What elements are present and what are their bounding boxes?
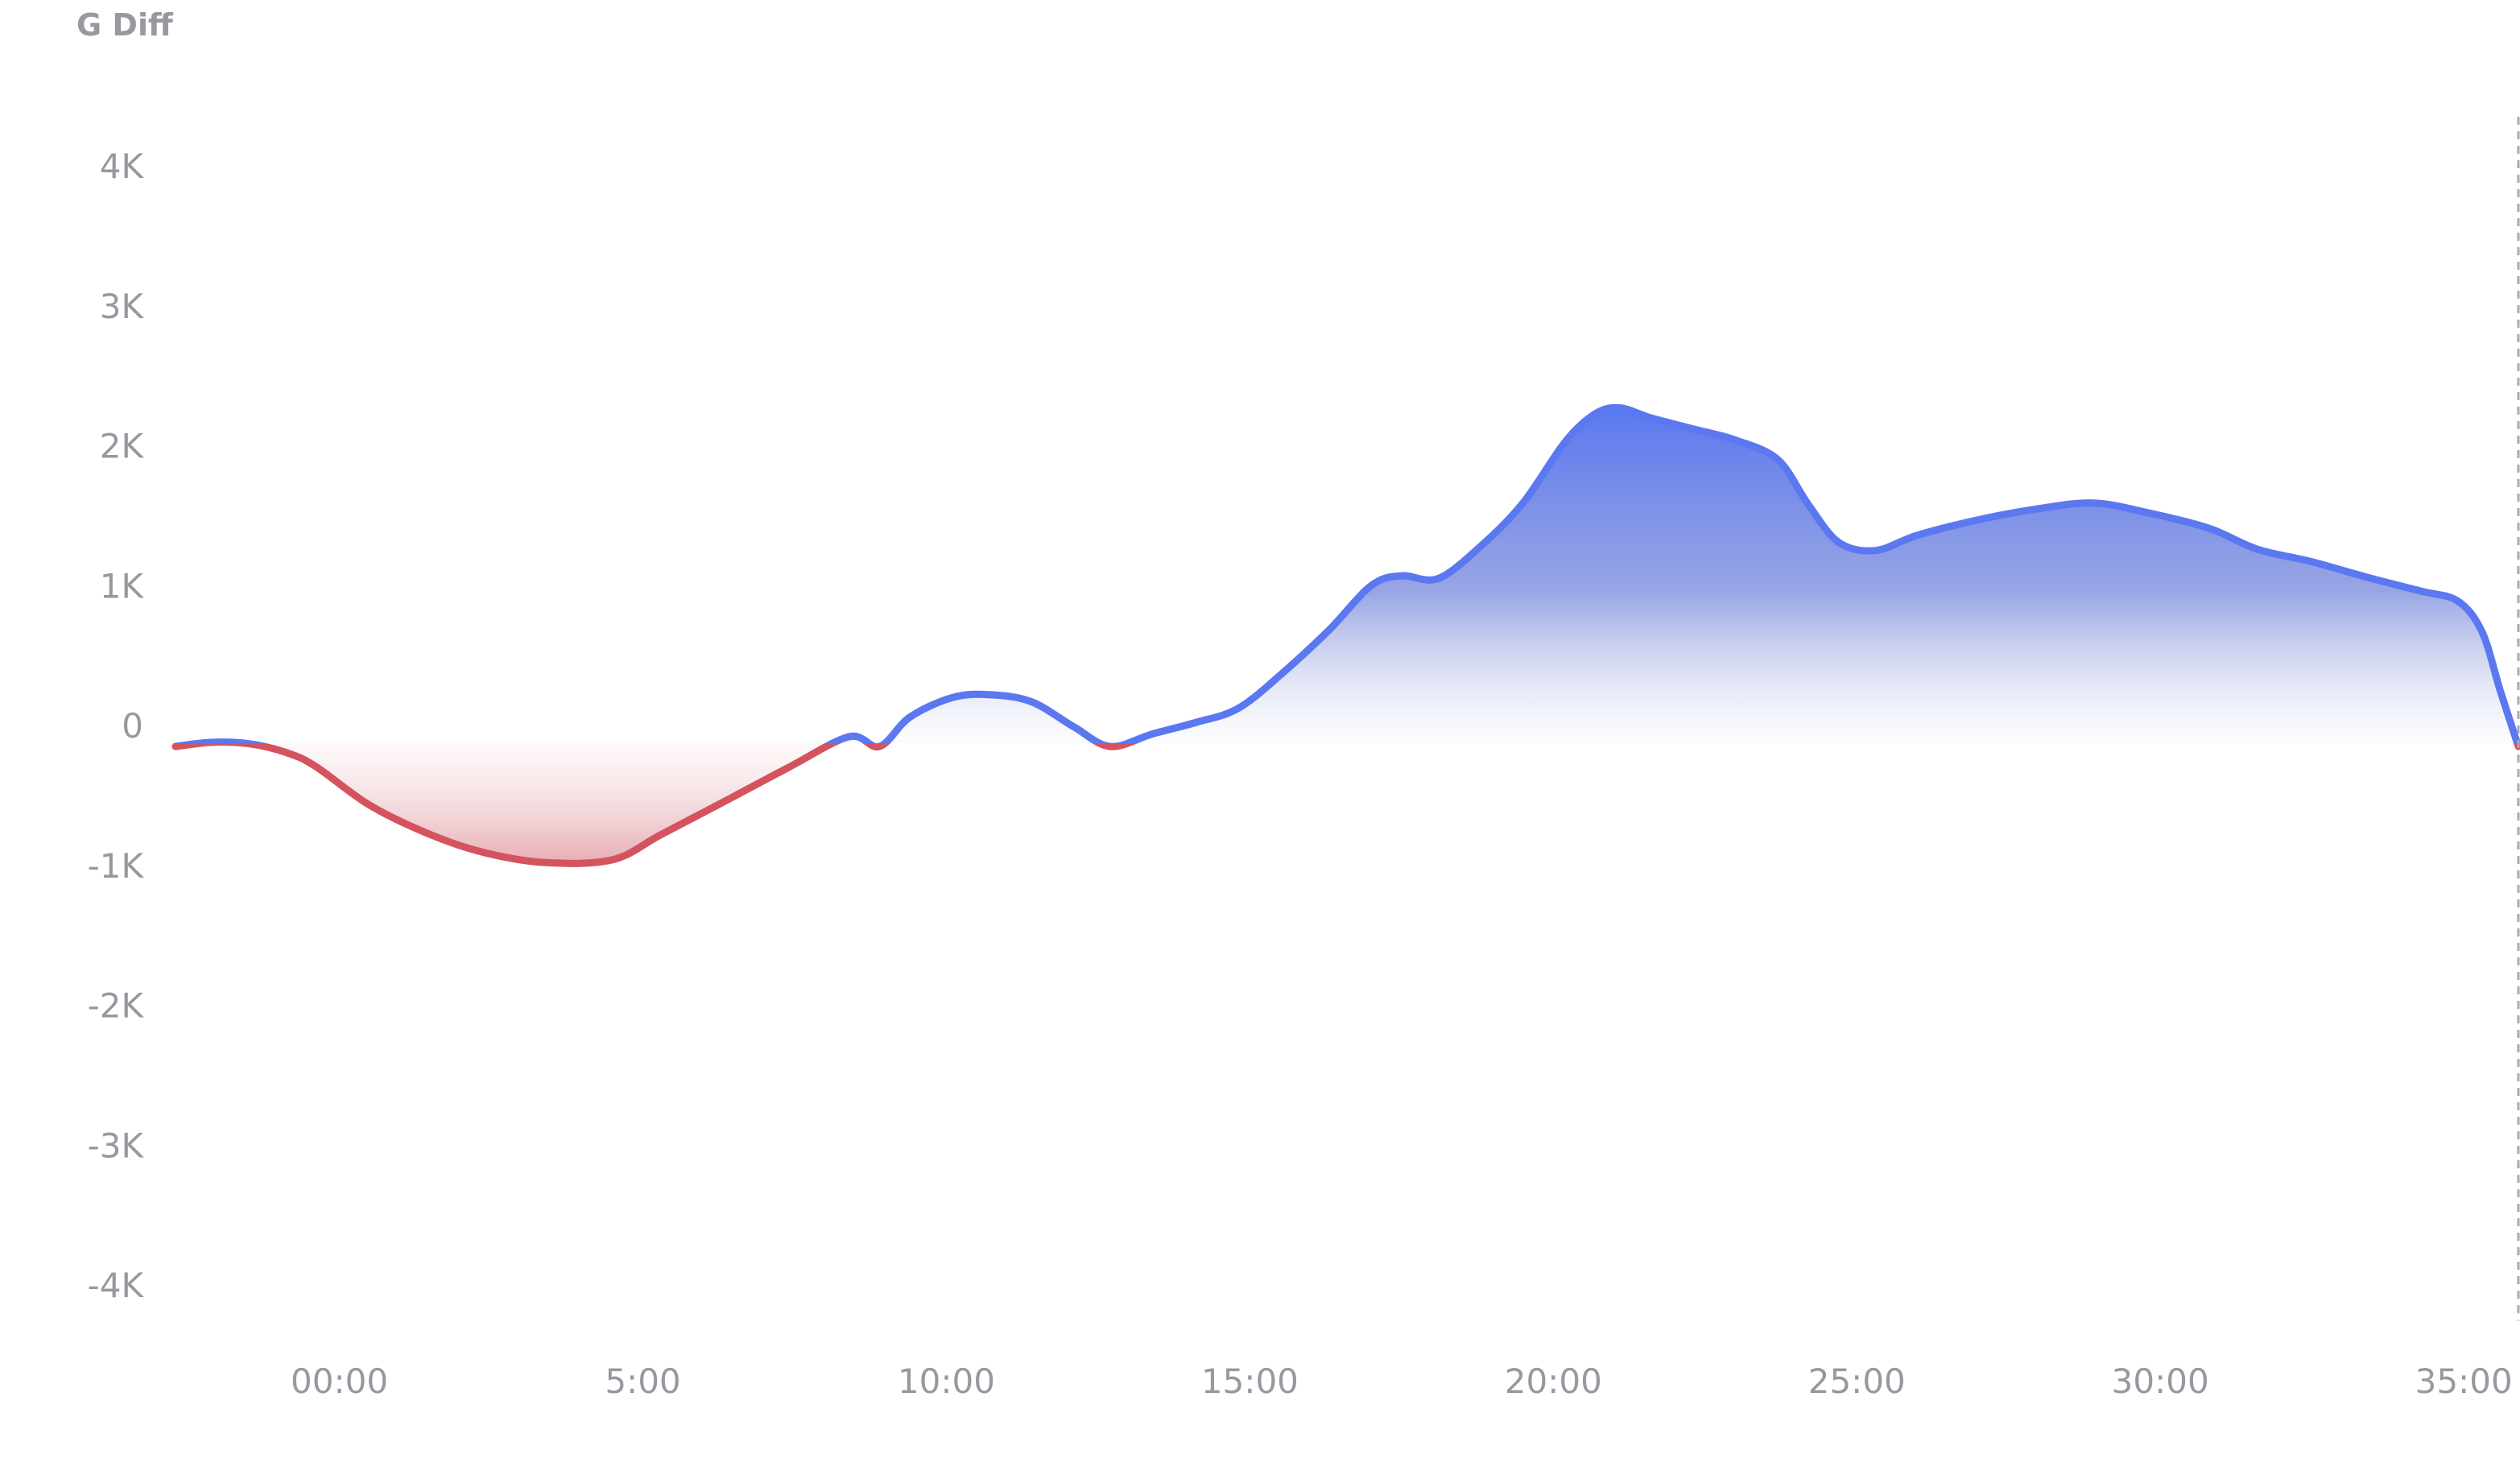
chart-title: G Diff: [76, 7, 174, 43]
x-tick-label: 15:00: [1201, 1362, 1299, 1401]
x-tick-label: 5:00: [605, 1362, 680, 1401]
y-tick-label: -3K: [88, 1126, 145, 1165]
series-line-positive: [174, 403, 2520, 743]
x-tick-label: 30:00: [2112, 1362, 2209, 1401]
series-line-negative: [171, 743, 2520, 867]
y-tick-label: 2K: [100, 427, 145, 466]
y-tick-label: 3K: [100, 287, 145, 326]
y-tick-label: -4K: [88, 1266, 145, 1305]
y-tick-label: 0: [122, 706, 143, 746]
x-tick-label: 35:00: [2415, 1362, 2513, 1401]
x-tick-label: 25:00: [1808, 1362, 1906, 1401]
x-tick-label: 20:00: [1505, 1362, 1602, 1401]
chart-lines: [171, 403, 2520, 867]
x-tick-label: 10:00: [898, 1362, 995, 1401]
x-axis-tick-labels: 00:00 5:00 10:00 15:00 20:00 25:00 30:00 35:00: [291, 1362, 2513, 1401]
chart-areas: [176, 407, 2518, 864]
area-negative: [176, 743, 2518, 864]
y-tick-label: -1K: [88, 846, 145, 886]
area-positive: [176, 407, 2518, 743]
y-tick-label: 4K: [100, 147, 145, 186]
y-axis-tick-labels: 4K 3K 2K 1K 0 -1K -2K -3K -4K: [88, 147, 145, 1305]
x-tick-label: 00:00: [291, 1362, 388, 1401]
y-tick-label: 1K: [100, 566, 145, 606]
y-tick-label: -2K: [88, 986, 145, 1026]
